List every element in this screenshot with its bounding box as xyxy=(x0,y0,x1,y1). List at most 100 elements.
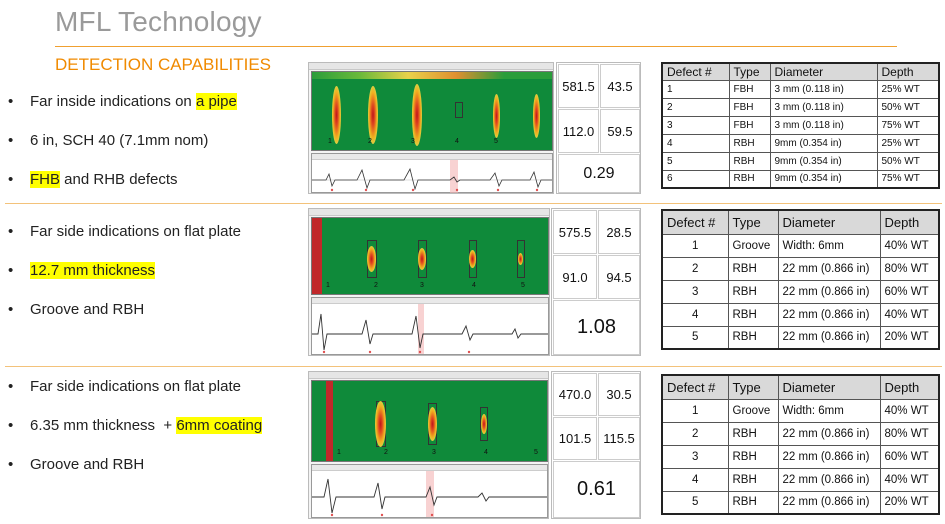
signal-waveform xyxy=(312,304,548,354)
defect-label: 2 xyxy=(384,449,388,456)
measurement-panel-1: 581.5 43.5 112.0 59.5 0.29 xyxy=(556,62,641,194)
value-cell: 581.5 xyxy=(558,64,599,108)
table-row: 2 FBH 3 mm (0.118 in) 50% WT xyxy=(661,97,940,117)
scan-toolbar[interactable] xyxy=(309,372,548,379)
defect-label: 4 xyxy=(484,449,488,456)
value-cell: 43.5 xyxy=(600,64,640,108)
defect-label: 4 xyxy=(455,138,459,145)
title-divider xyxy=(55,46,897,47)
table-row: 4 RBH 22 mm (0.866 in) 40% WT xyxy=(661,467,940,492)
column-header: Defect # xyxy=(661,374,729,400)
mfl-scan-panel-1: 1 2 3 4 5 xyxy=(308,62,554,194)
defect-indication xyxy=(418,248,426,270)
table-row: 5 RBH 22 mm (0.866 in) 20% WT xyxy=(661,490,940,515)
c-scan-map: 1 2 3 4 5 xyxy=(311,217,549,295)
defect-indication xyxy=(533,94,540,138)
defect-indication xyxy=(412,84,422,146)
table-row: 3 RBH 22 mm (0.866 in) 60% WT xyxy=(661,444,940,469)
column-header: Type xyxy=(727,209,779,235)
column-header: Type xyxy=(727,374,779,400)
table-row: 4 RBH 9mm (0.354 in) 25% WT xyxy=(661,133,940,153)
bullet-list-1: Far inside indications on a pipe 6 in, S… xyxy=(8,92,237,209)
groove-indication xyxy=(326,381,333,461)
column-header: Diameter xyxy=(769,62,878,81)
amplitude-trace xyxy=(311,464,548,518)
column-header: Defect # xyxy=(661,209,729,235)
value-cell: 575.5 xyxy=(553,210,597,254)
defect-indication xyxy=(481,414,487,434)
defect-indication xyxy=(368,86,378,144)
signal-waveform xyxy=(312,471,547,517)
amplitude-readout: 0.29 xyxy=(558,154,640,193)
bullet-item: 12.7 mm thickness xyxy=(8,261,241,300)
table-row: 1 FBH 3 mm (0.118 in) 25% WT xyxy=(661,79,940,99)
defect-cursor-box[interactable] xyxy=(480,407,488,441)
measurement-panel-2: 575.5 28.5 91.0 94.5 1.08 xyxy=(551,208,641,356)
bullet-item: 6.35 mm thickness + 6mm coating xyxy=(8,416,263,455)
bullet-item: FHB and RHB defects xyxy=(8,170,237,209)
defect-label: 5 xyxy=(494,138,498,145)
mfl-scan-panel-2: 1 2 3 4 5 xyxy=(308,208,550,356)
column-header: Depth xyxy=(876,62,940,81)
table-row: 5 RBH 22 mm (0.866 in) 20% WT xyxy=(661,325,940,350)
defect-label: 1 xyxy=(328,138,332,145)
defect-label: 2 xyxy=(374,282,378,289)
defect-indication xyxy=(332,86,341,144)
table-row: 1 Groove Width: 6mm 40% WT xyxy=(661,233,940,258)
value-cell: 91.0 xyxy=(553,255,597,299)
value-cell: 94.5 xyxy=(598,255,640,299)
scan-color-scale xyxy=(312,72,552,79)
defect-cursor-box[interactable] xyxy=(455,102,463,118)
amplitude-trace xyxy=(311,297,549,355)
page-title: MFL Technology xyxy=(55,6,262,37)
defect-cursor-box[interactable] xyxy=(517,240,525,278)
section-heading: DETECTION CAPABILITIES xyxy=(55,55,272,74)
bullet-list-2: Far side indications on flat plate 12.7 … xyxy=(8,222,241,339)
defect-table-3: Defect # Type Diameter Depth 1 Groove Widt… xyxy=(661,374,940,515)
column-header: Diameter xyxy=(777,374,881,400)
table-row: 3 FBH 3 mm (0.118 in) 75% WT xyxy=(661,115,940,135)
value-cell: 30.5 xyxy=(598,373,640,416)
defect-indication xyxy=(367,246,376,272)
defect-table-2: Defect # Type Diameter Depth 1 Groove Widt… xyxy=(661,209,940,350)
column-header: Defect # xyxy=(661,62,730,81)
defect-label: 3 xyxy=(411,138,415,145)
bullet-item: Far inside indications on a pipe xyxy=(8,92,237,131)
defect-label: 4 xyxy=(472,282,476,289)
amplitude-readout: 0.61 xyxy=(553,461,640,518)
value-cell: 59.5 xyxy=(600,109,640,153)
column-header: Diameter xyxy=(777,209,881,235)
defect-label: 1 xyxy=(337,449,341,456)
defect-label: 3 xyxy=(432,449,436,456)
table-row: 2 RBH 22 mm (0.866 in) 80% WT xyxy=(661,421,940,446)
c-scan-map: 1 2 3 4 5 xyxy=(311,71,553,151)
value-cell: 470.0 xyxy=(553,373,597,416)
defect-label: 3 xyxy=(420,282,424,289)
table-row: 1 Groove Width: 6mm 40% WT xyxy=(661,398,940,423)
value-cell: 115.5 xyxy=(598,417,640,460)
column-header: Depth xyxy=(879,209,940,235)
bullet-item: Groove and RBH xyxy=(8,300,241,339)
bullet-item: Far side indications on flat plate xyxy=(8,377,262,416)
measurement-panel-3: 470.0 30.5 101.5 115.5 0.61 xyxy=(551,371,641,519)
table-row: 5 RBH 9mm (0.354 in) 50% WT xyxy=(661,151,940,171)
amplitude-readout: 1.08 xyxy=(553,300,640,355)
value-cell: 28.5 xyxy=(598,210,640,254)
table-row: 6 RBH 9mm (0.354 in) 75% WT xyxy=(661,169,940,189)
defect-label: 5 xyxy=(521,282,525,289)
scan-toolbar[interactable] xyxy=(309,63,553,70)
defect-indication xyxy=(375,401,386,447)
defect-label: 1 xyxy=(326,282,330,289)
bullet-item: Groove and RBH xyxy=(8,455,262,494)
value-cell: 112.0 xyxy=(558,109,599,153)
defect-indication xyxy=(428,407,437,441)
scan-toolbar[interactable] xyxy=(309,209,549,216)
bullet-list-3: Far side indications on flat plate 6.35 … xyxy=(8,377,263,494)
bullet-item: Far side indications on flat plate xyxy=(8,222,241,261)
defect-label: 2 xyxy=(368,138,372,145)
table-row: 4 RBH 22 mm (0.866 in) 40% WT xyxy=(661,302,940,327)
defect-label: 5 xyxy=(534,449,538,456)
table-row: 3 RBH 22 mm (0.866 in) 60% WT xyxy=(661,279,940,304)
value-cell: 101.5 xyxy=(553,417,597,460)
defect-indication xyxy=(518,253,523,265)
